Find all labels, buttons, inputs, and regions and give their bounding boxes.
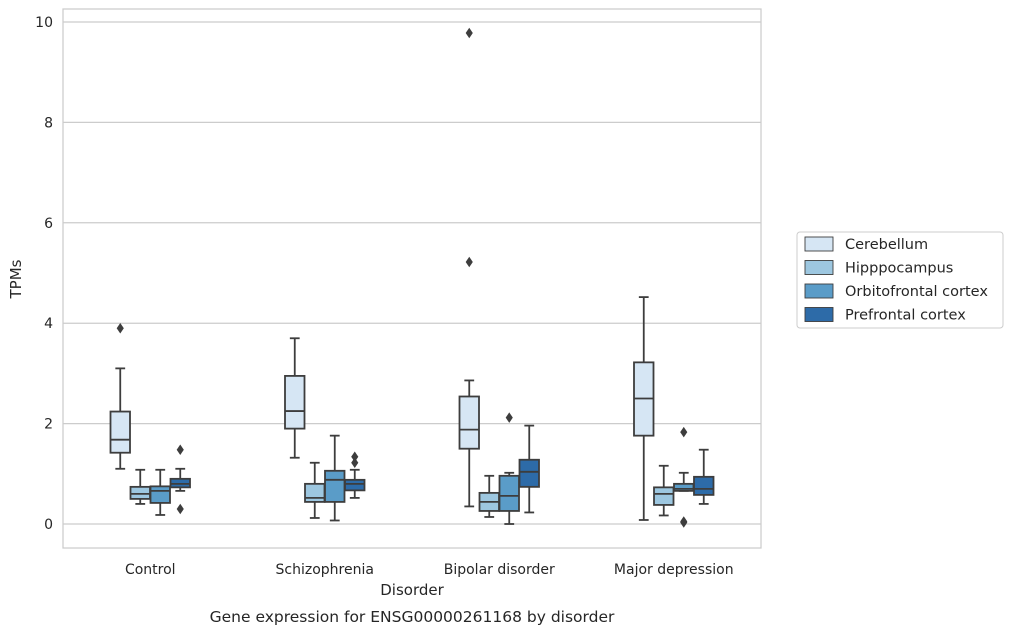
legend-swatch [804, 307, 834, 322]
box-element [653, 464, 675, 517]
gridlines [63, 21, 761, 525]
box-iqr [304, 482, 326, 503]
x-axis-ticks: Control Schizophrenia Bipolar disorder Majo… [125, 562, 734, 578]
box-iqr [518, 458, 540, 488]
x-tick-label: Schizophrenia [276, 562, 374, 578]
x-axis-title: Disorder [380, 581, 444, 599]
legend: Cerebellum Hipppocampus Orbitofrontal cort… [796, 231, 1004, 329]
outlier-marker [505, 412, 513, 423]
legend-item: Prefrontal cortex [804, 307, 966, 324]
outlier-marker [351, 457, 359, 469]
box-element [324, 434, 346, 522]
outlier-marker [680, 517, 688, 528]
box-iqr [324, 469, 346, 503]
box-element [693, 448, 715, 505]
box-element [169, 444, 191, 515]
box-element [344, 451, 366, 499]
plot-frame [62, 8, 762, 549]
box-iqr [149, 485, 171, 504]
outlier-marker [465, 256, 473, 268]
y-axis-ticks: 0 2 4 6 8 10 [35, 15, 53, 533]
legend-label: Cerebellum [845, 237, 928, 253]
y-tick-label: 0 [44, 517, 53, 533]
outlier-marker [465, 27, 473, 39]
legend-swatch [804, 260, 834, 275]
x-tick-label: Control [125, 562, 176, 578]
series-cerebellum [109, 27, 655, 521]
box-iqr [458, 395, 480, 450]
box-iqr [109, 410, 131, 454]
y-tick-label: 10 [35, 15, 53, 31]
series-prefrontal-cortex [169, 424, 715, 515]
box-iqr [673, 482, 695, 492]
y-tick-label: 2 [44, 417, 53, 433]
box-element [498, 412, 520, 525]
y-tick-label: 6 [44, 216, 53, 232]
box-element [633, 296, 655, 521]
box-iqr [344, 478, 366, 492]
outlier-marker [176, 503, 184, 515]
box-iqr [129, 485, 151, 500]
y-tick-label: 8 [44, 115, 53, 131]
x-tick-label: Bipolar disorder [444, 562, 555, 578]
legend-label: Prefrontal cortex [845, 308, 966, 324]
x-tick-label: Major depression [614, 562, 734, 578]
outlier-marker [176, 444, 184, 455]
legend-label: Hipppocampus [845, 261, 953, 277]
legend-item: Hipppocampus [804, 260, 953, 277]
box-element [284, 337, 306, 459]
chart-caption: Gene expression for ENSG00000261168 by d… [210, 608, 615, 626]
y-tick-label: 4 [44, 316, 53, 332]
box-iqr [693, 475, 715, 496]
legend-frame [796, 231, 1004, 329]
box-iqr [653, 486, 675, 506]
legend-swatch [804, 283, 834, 299]
y-axis-title: TPMs [7, 259, 25, 299]
legend-label: Orbitofrontal cortex [845, 284, 988, 300]
box-series [109, 27, 715, 528]
box-element [109, 322, 131, 470]
series-orbitofrontal-cortex [149, 412, 695, 528]
box-element [458, 27, 480, 508]
box-element [304, 461, 326, 519]
box-element [518, 424, 540, 514]
legend-swatch [804, 236, 834, 252]
box-element [149, 468, 171, 516]
outlier-marker [680, 426, 688, 438]
outlier-marker [351, 451, 359, 462]
outlier-marker [116, 322, 124, 334]
box-iqr [498, 474, 520, 512]
legend-item: Cerebellum [804, 236, 928, 253]
legend-item: Orbitofrontal cortex [804, 283, 988, 300]
box-iqr [284, 375, 306, 430]
